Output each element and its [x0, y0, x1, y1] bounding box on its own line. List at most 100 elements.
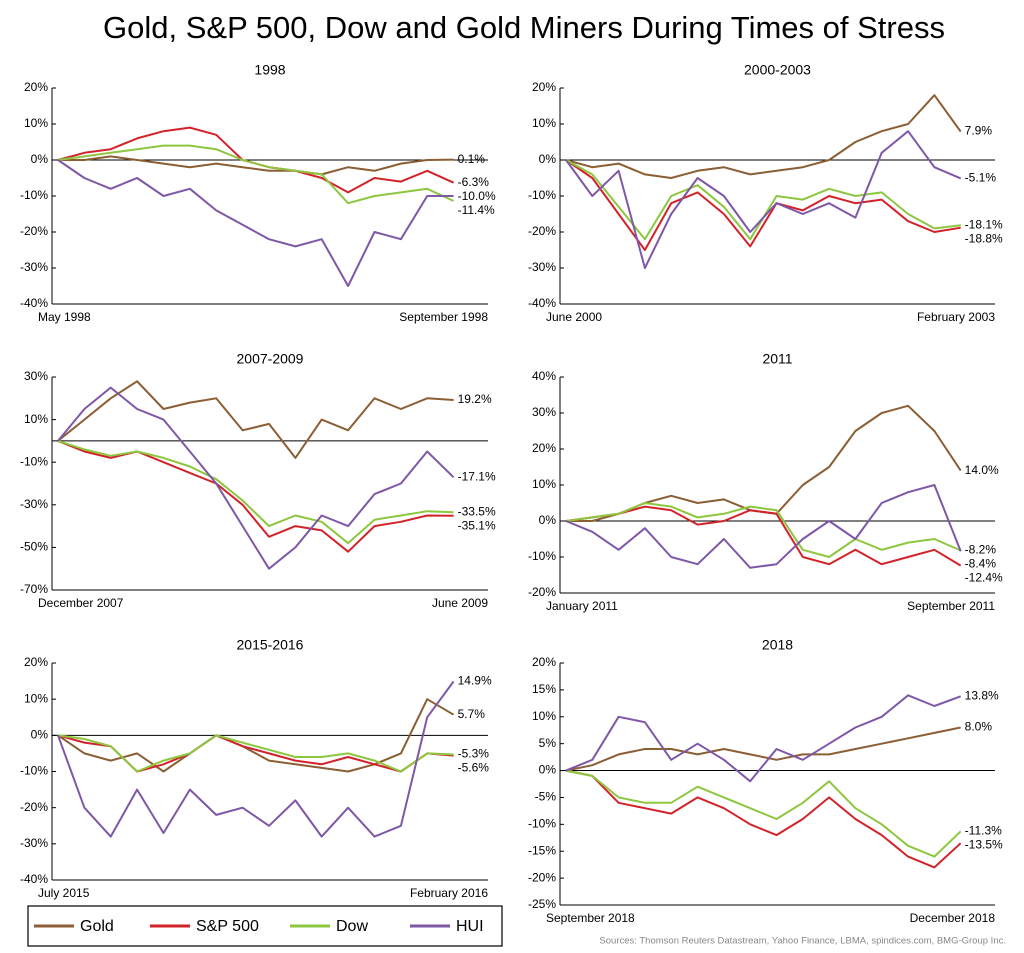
y-tick-label: -30%	[528, 260, 556, 274]
value-label: -18.8%	[965, 231, 1003, 245]
legend-box	[27, 905, 503, 947]
y-tick-label: 20%	[24, 655, 48, 669]
value-label: -11.4%	[458, 203, 495, 217]
legend-label: Gold	[80, 918, 114, 935]
series-line	[565, 769, 962, 869]
series-line	[565, 726, 961, 772]
series-line	[566, 404, 962, 522]
y-tick-label: 10%	[532, 477, 556, 491]
value-label: 8.0%	[965, 720, 993, 734]
x-tick-label: June 2000	[546, 310, 602, 324]
y-tick-label: 0%	[31, 152, 49, 166]
y-tick-label: -10%	[20, 188, 48, 202]
value-label: -5.3%	[458, 747, 490, 761]
y-tick-label: -40%	[20, 872, 48, 886]
y-tick-label: -10%	[528, 549, 556, 563]
y-tick-label: 10%	[24, 691, 48, 705]
x-tick-label: September 2018	[546, 911, 635, 925]
y-tick-label: -40%	[528, 296, 556, 310]
value-label: -13.5%	[965, 837, 1003, 851]
series-line	[565, 94, 962, 179]
x-tick-label: December 2007	[38, 596, 124, 610]
series-line	[57, 734, 454, 773]
chart-title: 2011	[762, 351, 792, 367]
y-tick-label: -30%	[20, 260, 48, 274]
chart-title: 2007-2009	[237, 351, 304, 367]
y-tick-label: -20%	[20, 224, 48, 238]
y-tick-label: 20%	[532, 80, 556, 94]
series-line	[57, 144, 455, 205]
series-line	[57, 386, 455, 570]
chart-title: 2018	[762, 637, 793, 653]
x-tick-label: September 1998	[399, 310, 488, 324]
series-line	[565, 130, 962, 269]
x-tick-label: June 2009	[432, 596, 488, 610]
y-tick-label: -50%	[20, 540, 48, 554]
x-tick-label: December 2018	[910, 911, 996, 925]
legend-label: Dow	[336, 918, 368, 935]
series-line	[57, 680, 455, 838]
source-note: Sources: Thomson Reuters Datastream, Yah…	[599, 936, 1006, 947]
y-tick-label: -5%	[535, 790, 557, 804]
y-tick-label: -15%	[528, 843, 556, 857]
y-tick-label: -10%	[528, 817, 556, 831]
value-label: -8.2%	[965, 543, 997, 557]
series-line	[57, 698, 455, 773]
y-tick-label: -20%	[20, 800, 48, 814]
value-label: -5.1%	[965, 171, 997, 185]
series-line	[565, 694, 962, 783]
value-label: -18.1%	[965, 217, 1003, 231]
x-tick-label: July 2015	[38, 886, 90, 900]
y-tick-label: 30%	[532, 405, 556, 419]
y-tick-label: 0%	[31, 728, 49, 742]
x-tick-label: January 2011	[546, 599, 618, 613]
y-tick-label: 10%	[532, 116, 556, 130]
value-label: -33.5%	[458, 504, 496, 518]
y-tick-label: 10%	[24, 116, 48, 130]
y-tick-label: -40%	[20, 296, 48, 310]
y-tick-label: -10%	[528, 188, 556, 202]
series-line	[58, 155, 454, 176]
value-label: -8.4%	[965, 557, 997, 571]
y-tick-label: -20%	[528, 224, 556, 238]
y-tick-label: 15%	[532, 682, 556, 696]
chart-title: 2000-2003	[744, 62, 811, 78]
page-title: Gold, S&P 500, Dow and Gold Miners Durin…	[103, 10, 945, 45]
chart-title: 1998	[254, 62, 285, 78]
y-tick-label: 0%	[539, 152, 557, 166]
value-label: -6.3%	[458, 175, 490, 189]
y-tick-label: 20%	[532, 441, 556, 455]
x-tick-label: May 1998	[38, 310, 91, 324]
series-line	[57, 439, 454, 553]
series-line	[565, 769, 962, 858]
y-tick-label: 0%	[539, 763, 557, 777]
series-line	[565, 505, 962, 567]
value-label: 14.0%	[965, 463, 999, 477]
y-tick-label: -20%	[528, 585, 556, 599]
value-label: 7.9%	[965, 124, 993, 138]
y-tick-label: -30%	[20, 497, 48, 511]
value-label: -35.1%	[458, 518, 496, 532]
series-line	[565, 484, 962, 569]
value-label: -12.4%	[965, 571, 1003, 585]
y-tick-label: 0%	[539, 513, 557, 527]
value-label: -11.3%	[965, 823, 1002, 837]
y-tick-label: -70%	[20, 582, 48, 596]
value-label: 0.1%	[458, 152, 486, 166]
x-tick-label: September 2011	[907, 599, 995, 613]
value-label: 5.7%	[458, 707, 486, 721]
series-line	[57, 159, 454, 287]
y-tick-label: -10%	[20, 764, 48, 778]
x-tick-label: February 2016	[410, 886, 488, 900]
legend-label: S&P 500	[196, 918, 259, 935]
value-label: 19.2%	[458, 392, 492, 406]
y-tick-label: -20%	[528, 870, 556, 884]
value-label: -5.6%	[458, 761, 490, 775]
value-label: -10.0%	[458, 189, 496, 203]
y-tick-label: 40%	[532, 369, 556, 383]
value-label: 14.9%	[458, 674, 492, 688]
legend-label: HUI	[456, 918, 484, 935]
value-label: 13.8%	[965, 689, 999, 703]
y-tick-label: 20%	[24, 80, 48, 94]
